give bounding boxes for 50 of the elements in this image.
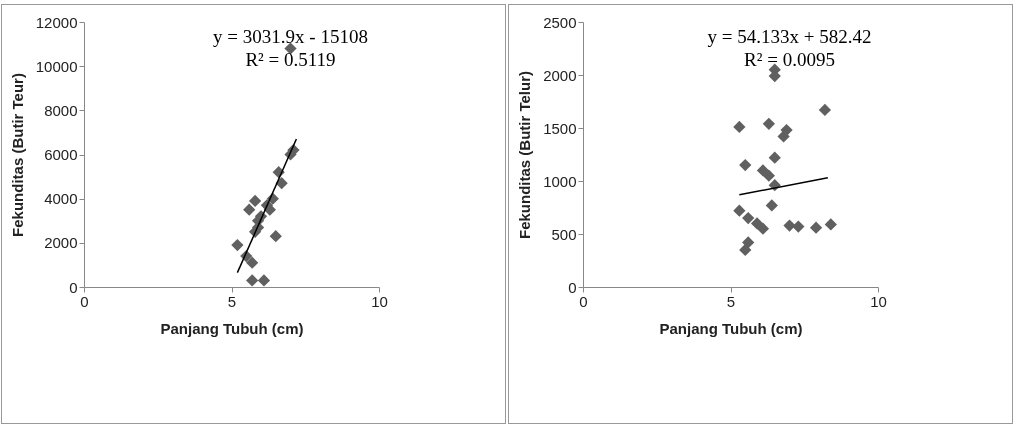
y-tick-label: 4000 <box>44 190 78 208</box>
point <box>762 169 775 182</box>
point <box>733 204 746 217</box>
y-tick-label: 12000 <box>35 13 78 31</box>
point <box>792 220 805 233</box>
y-tick-label: 2000 <box>44 234 78 252</box>
annotation: y = 54.133x + 582.42 <box>707 26 872 47</box>
point <box>733 120 746 134</box>
annotation: R² = 0.5119 <box>245 49 336 70</box>
x-axis-title: Panjang Tubuh (cm) <box>659 319 803 337</box>
y-tick-label: 10000 <box>35 57 78 75</box>
point <box>246 256 259 269</box>
annotation: R² = 0.0095 <box>744 49 835 70</box>
point <box>756 222 770 235</box>
annotation: y = 3031.9x - 15108 <box>213 26 368 47</box>
y-tick-label: 0 <box>69 278 78 296</box>
x-tick-label: 0 <box>579 292 588 310</box>
point <box>231 238 244 252</box>
x-tick-label: 10 <box>371 292 388 310</box>
y-tick-label: 8000 <box>44 101 78 119</box>
x-axis-title: Panjang Tubuh (cm) <box>160 319 304 337</box>
point <box>248 194 262 207</box>
y-axis-title: Fekunditas (Butir Telur) <box>516 70 534 240</box>
y-tick-label: 500 <box>551 225 577 243</box>
point <box>824 218 837 231</box>
point <box>783 219 796 232</box>
point <box>818 103 832 117</box>
point <box>768 151 781 164</box>
point <box>809 221 823 234</box>
point <box>269 230 282 243</box>
point <box>777 130 790 143</box>
point <box>739 243 752 257</box>
x-tick-label: 0 <box>80 292 89 310</box>
x-tick-label: 5 <box>726 292 736 310</box>
y-tick-label: 2500 <box>543 13 577 31</box>
x-tick-label: 10 <box>870 292 887 310</box>
x-tick-label: 5 <box>227 292 237 310</box>
y-tick-label: 6000 <box>44 146 78 163</box>
y-tick-label: 1500 <box>543 119 577 137</box>
point <box>739 158 752 172</box>
y-tick-label: 1000 <box>543 172 577 190</box>
y-axis-title: Fekunditas (Butir Teur) <box>8 73 26 237</box>
point <box>257 274 271 287</box>
point <box>246 274 259 287</box>
point <box>742 211 755 225</box>
point <box>243 203 256 216</box>
y-tick-label: 2000 <box>543 66 577 84</box>
point <box>765 199 778 212</box>
y-tick-label: 0 <box>568 278 577 296</box>
point <box>762 117 775 130</box>
